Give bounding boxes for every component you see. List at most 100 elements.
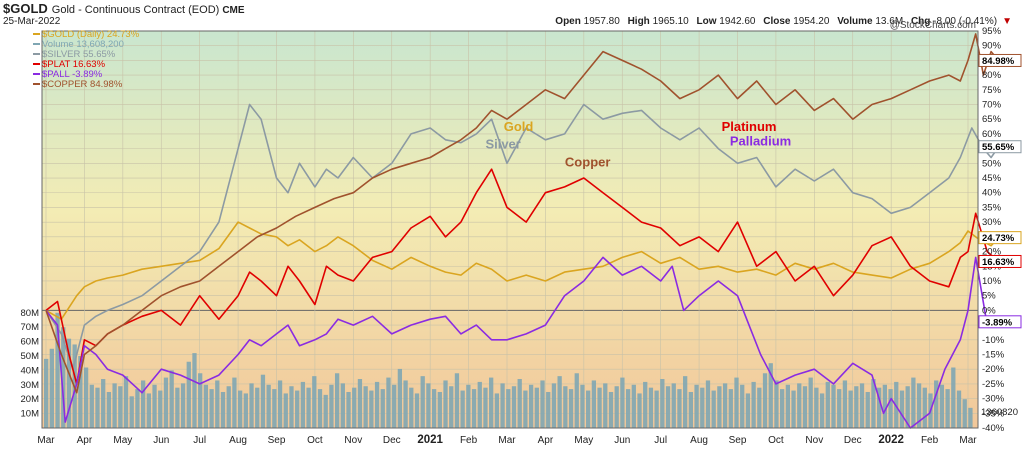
volume-bar: [694, 384, 699, 428]
volume-bars: [44, 312, 973, 428]
end-label: 55.65%: [982, 142, 1015, 153]
series-annotation: Platinum: [722, 119, 777, 134]
volume-bar: [454, 373, 460, 428]
volume-bar: [848, 390, 853, 428]
volume-bar: [449, 386, 454, 428]
change-value: -8.00 (-0.41%): [933, 16, 998, 27]
y-tick-label: 95%: [982, 26, 1002, 37]
volume-bar: [517, 379, 522, 428]
chart-date: 25-Mar-2022: [3, 16, 61, 27]
volume-bar: [323, 394, 328, 428]
volume-bar: [66, 338, 72, 428]
volume-bar: [363, 386, 368, 428]
close-label: Close: [763, 16, 791, 27]
volume-tick-label: 40M: [21, 365, 40, 376]
volume-bar: [911, 377, 916, 428]
volume-bar: [768, 363, 773, 428]
volume-bar: [198, 373, 203, 428]
legend-entry: $SILVER 55.65%: [42, 49, 116, 60]
volume-bar: [540, 380, 545, 428]
volume-bar: [506, 389, 511, 428]
volume-bar: [648, 387, 654, 428]
volume-bar: [243, 393, 248, 428]
plot-frame: [41, 30, 979, 429]
end-label-box: [978, 315, 1022, 329]
x-tick-label: Nov: [344, 435, 362, 446]
volume-bar: [614, 386, 619, 428]
end-label-box: [978, 140, 1022, 154]
volume-bar: [203, 384, 209, 428]
volume-bar: [546, 391, 551, 428]
open-label: Open: [555, 16, 581, 27]
volume-bar: [888, 389, 893, 428]
x-tick-label: Nov: [805, 435, 823, 446]
volume-bar: [369, 390, 374, 428]
volume-bar: [340, 383, 345, 428]
volume-bar: [466, 384, 471, 428]
y-tick-label: 35%: [982, 202, 1002, 213]
x-tick-label: Aug: [690, 435, 708, 446]
volume-bar: [61, 327, 66, 428]
volume-bar: [431, 389, 437, 428]
y-tick-label: 70%: [982, 100, 1002, 111]
y-tick-label: 75%: [982, 85, 1002, 96]
volume-bar: [106, 391, 112, 428]
y-tick-label: 60%: [982, 129, 1002, 140]
x-tick-label: Jul: [193, 435, 206, 446]
y-tick-label: 30%: [982, 217, 1002, 228]
volume-bar: [409, 387, 414, 428]
volume-bar: [700, 387, 705, 428]
x-tick-label: 2021: [417, 434, 443, 446]
end-labels: 84.98% 55.65% 24.73% 16.63% -3.89%: [978, 53, 1022, 329]
volume-bar: [757, 387, 762, 428]
volume-bar: [660, 379, 665, 428]
volume-bar: [289, 386, 294, 428]
x-tick-label: 2022: [878, 434, 904, 446]
down-arrow-icon: ▼: [1002, 16, 1012, 27]
end-label: 24.73%: [982, 233, 1015, 244]
volume-bar: [386, 377, 391, 428]
y-tick-label: -10%: [982, 335, 1005, 346]
watermark: @StockCharts.com: [889, 20, 976, 31]
volume-bar: [677, 389, 682, 428]
volume-bar: [437, 391, 442, 428]
volume-bar: [831, 384, 836, 428]
volume-bar: [688, 391, 694, 428]
y-tick-label: 45%: [982, 173, 1002, 184]
y-tick-label: 65%: [982, 114, 1002, 125]
volume-bar: [180, 383, 186, 428]
x-tick-label: Jul: [654, 435, 667, 446]
end-label-box: [978, 53, 1022, 67]
volume-bar: [586, 390, 591, 428]
volume-bar: [745, 393, 751, 428]
volume-bar: [226, 386, 231, 428]
volume-bar: [568, 389, 574, 428]
volume-bar: [397, 368, 403, 428]
volume-bar: [717, 386, 722, 428]
volume-bar: [112, 383, 117, 428]
x-tick-label: Mar: [37, 435, 55, 446]
volume-bar: [483, 387, 488, 428]
volume-bar: [528, 384, 534, 428]
volume-bar: [899, 390, 905, 428]
volume-bar: [237, 390, 243, 428]
x-tick-label: Jun: [153, 435, 169, 446]
volume-bar: [551, 383, 557, 428]
low-label: Low: [696, 16, 717, 27]
volume-bar: [494, 393, 500, 428]
volume-bar: [625, 389, 631, 428]
volume-bar: [334, 373, 340, 428]
series-line-plat: [45, 168, 1000, 385]
volume-bar: [814, 387, 819, 428]
volume-bar: [563, 386, 568, 428]
volume-bar: [477, 381, 482, 428]
volume-bar: [711, 390, 716, 428]
series-annotation: Gold: [504, 119, 534, 134]
volume-bar: [854, 386, 859, 428]
volume-bar: [135, 389, 140, 428]
volume-value: 13.6M: [875, 16, 904, 27]
end-label: 16.63%: [982, 257, 1015, 268]
end-label: 84.98%: [982, 56, 1015, 67]
volume-tick-label: 70M: [21, 322, 40, 333]
